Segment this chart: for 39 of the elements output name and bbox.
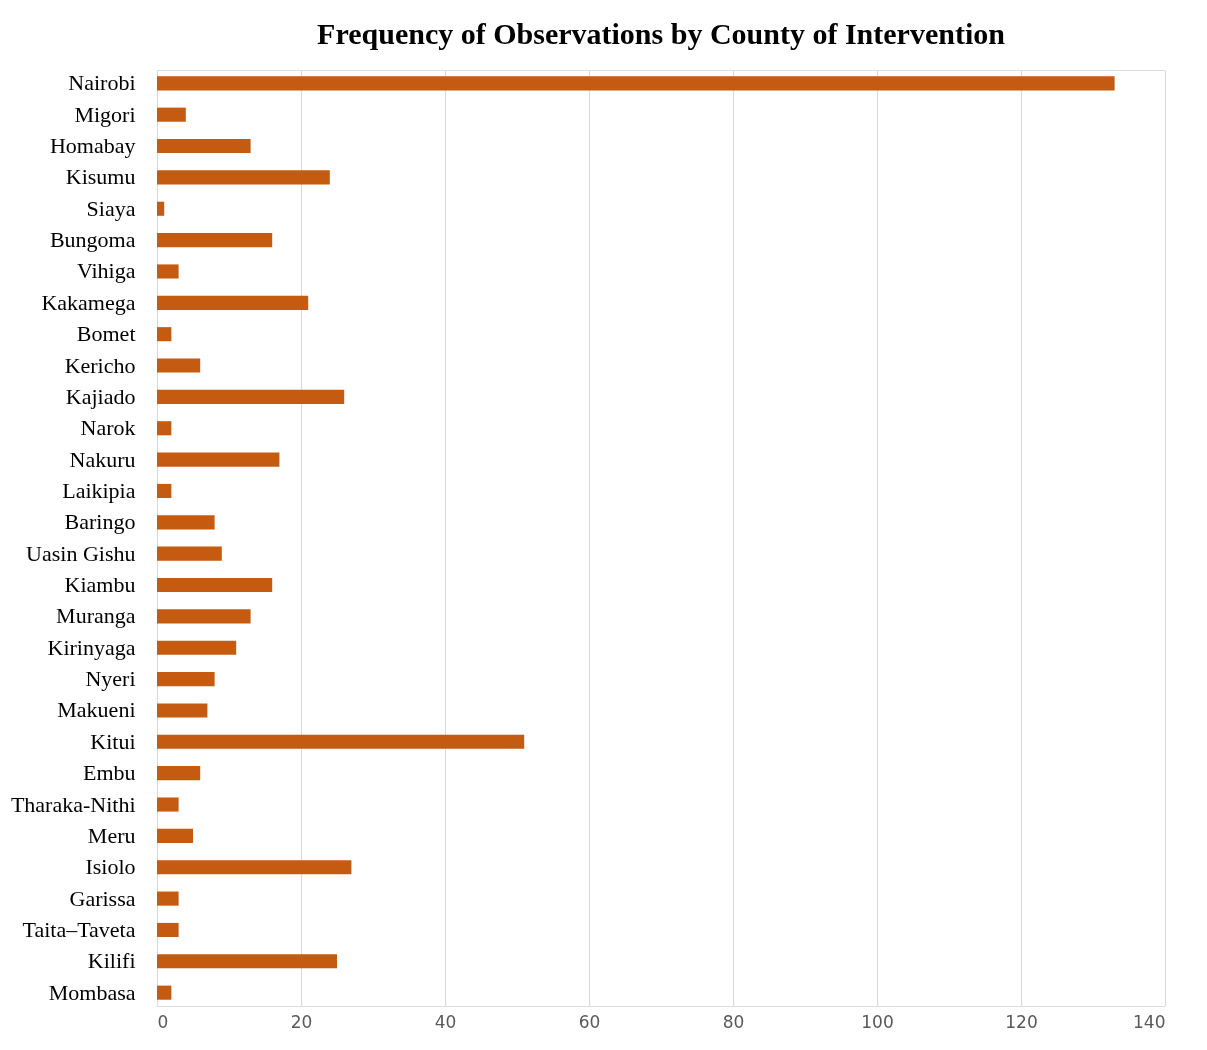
x-tick-label: 40 <box>434 1011 457 1032</box>
y-tick-label: Migori <box>74 101 136 127</box>
chart-title: Frequency of Observations by County of Intervention <box>317 17 1006 50</box>
y-tick-label: Taita–Taveta <box>22 916 136 942</box>
y-tick-label: Embu <box>82 760 136 786</box>
x-tick-label: 60 <box>578 1011 601 1032</box>
y-tick-label: Kakamega <box>41 289 136 315</box>
x-tick-label: 120 <box>1005 1011 1038 1032</box>
y-tick-label: Siaya <box>86 195 136 221</box>
x-tick-label: 80 <box>722 1011 745 1032</box>
y-tick-label: Kajiado <box>65 383 136 409</box>
y-tick-label: Mombasa <box>48 979 136 1005</box>
y-tick-label: Muranga <box>56 603 136 629</box>
y-tick-label: Vihiga <box>76 258 136 284</box>
y-tick-label: Laikipia <box>62 477 136 503</box>
y-tick-label: Baringo <box>64 509 136 535</box>
y-tick-label: Bungoma <box>49 227 136 253</box>
y-tick-label: Kilifi <box>87 948 136 974</box>
y-tick-label: Uasin Gishu <box>26 540 136 566</box>
x-tick-label: 100 <box>861 1011 894 1032</box>
x-tick-label: 140 <box>1133 1011 1166 1032</box>
y-tick-label: Homabay <box>49 133 136 159</box>
y-tick-label: Nyeri <box>85 666 136 692</box>
y-tick-label: Kitui <box>90 728 136 754</box>
y-tick-label: Meru <box>87 822 136 848</box>
x-tick-label: 20 <box>290 1011 313 1032</box>
y-tick-label: Tharaka-Nithi <box>10 791 136 817</box>
y-tick-label: Garissa <box>69 885 136 911</box>
x-tick-label: 0 <box>157 1011 169 1032</box>
y-tick-label: Nakuru <box>69 446 136 472</box>
y-tick-label: Kericho <box>64 352 136 378</box>
y-tick-label: Isiolo <box>85 854 136 880</box>
y-tick-label: Makueni <box>57 697 136 723</box>
y-tick-label: Bomet <box>76 321 136 347</box>
y-tick-label: Nairobi <box>68 70 136 96</box>
y-tick-label: Kisumu <box>65 164 136 190</box>
y-tick-label: Narok <box>80 415 136 441</box>
y-tick-label: Kiambu <box>64 572 136 598</box>
y-tick-label: Kirinyaga <box>47 634 136 660</box>
